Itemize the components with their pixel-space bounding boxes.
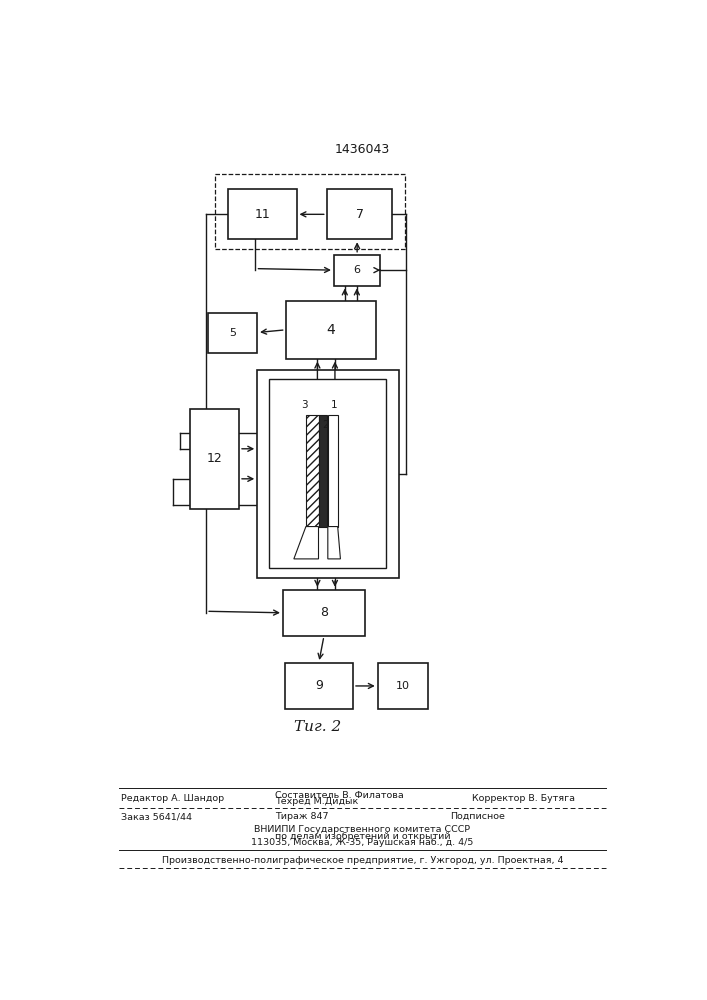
Text: 2: 2: [322, 420, 328, 430]
Text: 1: 1: [331, 400, 337, 410]
Bar: [269, 379, 387, 568]
Text: Корректор В. Бутяга: Корректор В. Бутяга: [472, 794, 575, 803]
Text: по делам изобретений и открытий: по делам изобретений и открытий: [274, 832, 450, 841]
Text: Редактор А. Шандор: Редактор А. Шандор: [122, 794, 224, 803]
Bar: [319, 415, 327, 527]
Text: Заказ 5641/44: Заказ 5641/44: [122, 812, 192, 821]
Bar: [257, 370, 399, 578]
Text: 10: 10: [396, 681, 410, 691]
Polygon shape: [328, 527, 341, 559]
Bar: [228, 189, 297, 239]
Bar: [284, 663, 353, 709]
Bar: [283, 590, 365, 636]
Bar: [286, 301, 376, 359]
Text: 8: 8: [320, 606, 328, 619]
Text: 113035, Москва, Ж-35, Раушская наб., д. 4/5: 113035, Москва, Ж-35, Раушская наб., д. …: [251, 838, 474, 847]
Text: 5: 5: [229, 328, 236, 338]
Bar: [306, 415, 319, 527]
Text: Подписное: Подписное: [450, 812, 505, 821]
Text: Производственно-полиграфическое предприятие, г. Ужгород, ул. Проектная, 4: Производственно-полиграфическое предприя…: [162, 856, 563, 865]
Text: Тираж 847: Тираж 847: [275, 812, 328, 821]
Bar: [328, 415, 338, 527]
Text: 3: 3: [301, 400, 308, 410]
Text: 12: 12: [206, 452, 222, 465]
Text: 6: 6: [354, 265, 361, 275]
Text: 7: 7: [356, 208, 363, 221]
Polygon shape: [294, 527, 319, 559]
Text: ВНИИПИ Государственного комитета СССР: ВНИИПИ Государственного комитета СССР: [255, 825, 470, 834]
Text: Техред М.Дидык: Техред М.Дидык: [275, 797, 358, 806]
Bar: [216, 174, 404, 249]
Bar: [189, 409, 239, 509]
Bar: [208, 312, 257, 353]
Text: 4: 4: [327, 323, 335, 337]
Text: 1436043: 1436043: [334, 143, 390, 156]
Text: 9: 9: [315, 679, 322, 692]
Text: Τиг. 2: Τиг. 2: [294, 720, 341, 734]
Bar: [334, 255, 380, 286]
Text: Составитель В. Филатова: Составитель В. Филатова: [275, 791, 404, 800]
Text: 11: 11: [255, 208, 270, 221]
Bar: [378, 663, 428, 709]
Bar: [327, 189, 392, 239]
